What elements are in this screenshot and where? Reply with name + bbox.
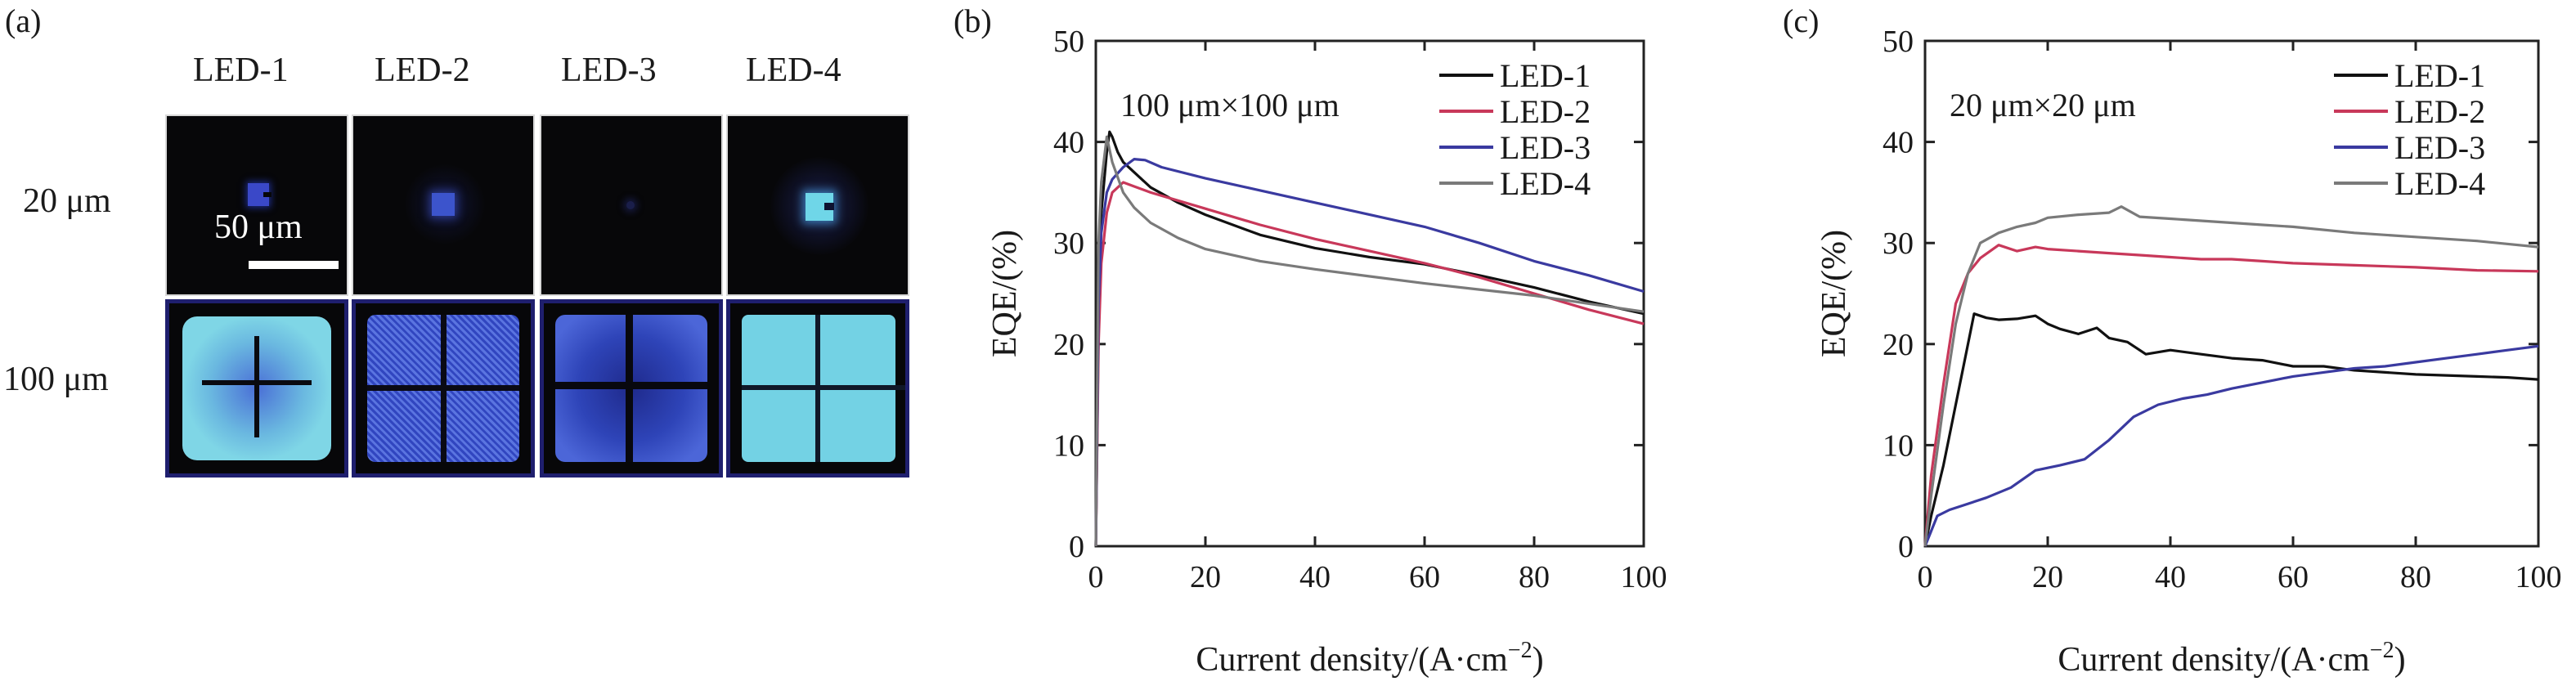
x-axis-label: Current density/(A·cm−2): [2058, 638, 2405, 679]
size-annotation: 100 μm×100 μm: [1120, 87, 1340, 123]
scale-bar-label: 50 μm: [214, 208, 303, 246]
y-tick-label: 30: [1883, 226, 1914, 261]
emission-spot: [626, 201, 635, 209]
contact-line-h: [742, 385, 905, 390]
y-tick-label: 20: [1883, 328, 1914, 362]
y-tick-label: 0: [1898, 530, 1914, 564]
y-tick-label: 0: [1069, 530, 1084, 564]
size-annotation: 20 μm×20 μm: [1950, 87, 2136, 123]
col-label-led-4: LED-4: [746, 52, 841, 89]
scale-bar: [249, 261, 339, 269]
tile-led-1-20um: 50 μm: [165, 114, 348, 296]
contact-line-v: [815, 315, 820, 462]
x-axis-label-text: Current density/(A·cm: [1196, 641, 1508, 679]
y-tick-label: 50: [1053, 25, 1084, 59]
y-tick-label: 30: [1053, 226, 1084, 261]
series-line-led-3: [1923, 344, 2539, 547]
legend-label-led-2: LED-2: [2394, 93, 2485, 130]
x-tick-label: 100: [2515, 560, 2562, 594]
y-axis-label: EQE/(%): [986, 230, 1024, 357]
x-tick-label: 60: [2278, 560, 2309, 594]
y-axis-label: EQE/(%): [1815, 230, 1853, 357]
x-tick-label: 40: [2155, 560, 2186, 594]
x-axis-label-text: Current density/(A·cm: [2058, 641, 2370, 679]
y-tick-label: 10: [1053, 428, 1084, 463]
x-tick-label: 0: [1088, 560, 1104, 594]
contact-line-v: [441, 315, 447, 462]
x-tick-label: 20: [2032, 560, 2063, 594]
x-tick-label: 80: [2400, 560, 2431, 594]
col-label-led-3: LED-3: [561, 52, 657, 89]
plot-frame: [1094, 39, 1645, 548]
panel-c-letter: (c): [1783, 2, 1820, 39]
panel-a-letter: (a): [5, 2, 42, 39]
emission-notch: [263, 192, 272, 197]
panel-b-letter: (b): [954, 2, 992, 39]
x-axis-label-close: ): [2394, 641, 2406, 679]
legend-label-led-4: LED-4: [2394, 165, 2485, 202]
tile-led-4-100um: [726, 299, 909, 478]
tile-led-3-100um: [540, 299, 723, 478]
x-tick-label: 60: [1409, 560, 1440, 594]
row-label-20um: 20 μm: [23, 182, 111, 220]
series-line-led-3: [1094, 158, 1645, 547]
tile-led-2-100um: [352, 299, 535, 478]
series-line-led-1: [1923, 312, 2539, 547]
series-line-led-4: [1923, 205, 2539, 547]
x-tick-label: 80: [1519, 560, 1550, 594]
emission-notch: [824, 203, 834, 210]
legend-label-led-3: LED-3: [1500, 129, 1591, 166]
tile-led-2-20um: [352, 114, 535, 296]
legend-label-led-4: LED-4: [1500, 165, 1591, 202]
y-tick-label: 10: [1883, 428, 1914, 463]
series-line-led-1: [1094, 130, 1645, 547]
x-tick-label: 40: [1299, 560, 1331, 594]
legend-label-led-1: LED-1: [2394, 57, 2485, 94]
x-axis-label-close: ): [1533, 641, 1544, 679]
chart-c-eqe-20um: 0 20 40 60 80 100 0 10 20 30 40 50 Current density/(…: [1815, 25, 2562, 679]
tile-led-1-100um: [165, 299, 348, 478]
plot-frame: [1923, 39, 2540, 548]
contact-line-v: [254, 336, 259, 437]
x-axis-label-superscript: −2: [1508, 638, 1533, 663]
y-tick-label: 40: [1053, 126, 1084, 160]
series-line-led-4: [1094, 135, 1645, 547]
col-label-led-1: LED-1: [193, 52, 289, 89]
y-tick-label: 40: [1883, 126, 1914, 160]
legend-label-led-2: LED-2: [1500, 93, 1591, 130]
x-tick-label: 100: [1621, 560, 1667, 594]
x-axis-label-superscript: −2: [2370, 638, 2394, 663]
y-tick-label: 20: [1053, 328, 1084, 362]
series-line-led-2: [1923, 244, 2539, 547]
x-tick-label: 0: [1918, 560, 1933, 594]
emission-spot: [432, 193, 455, 216]
x-axis-label: Current density/(A·cm−2): [1196, 638, 1543, 679]
legend-label-led-3: LED-3: [2394, 129, 2485, 166]
chart-b-eqe-100um: 0 20 40 60 80 100 0 10 20 30 40 50 Current density/(…: [986, 25, 1667, 679]
y-tick-label: 50: [1883, 25, 1914, 59]
tile-led-3-20um: [540, 114, 723, 296]
series-line-led-2: [1094, 181, 1645, 547]
contact-line-v: [626, 315, 633, 462]
legend-label-led-1: LED-1: [1500, 57, 1591, 94]
row-label-100um: 100 μm: [3, 361, 109, 398]
tile-led-4-20um: [726, 114, 909, 296]
x-tick-label: 20: [1190, 560, 1221, 594]
col-label-led-2: LED-2: [375, 52, 470, 89]
